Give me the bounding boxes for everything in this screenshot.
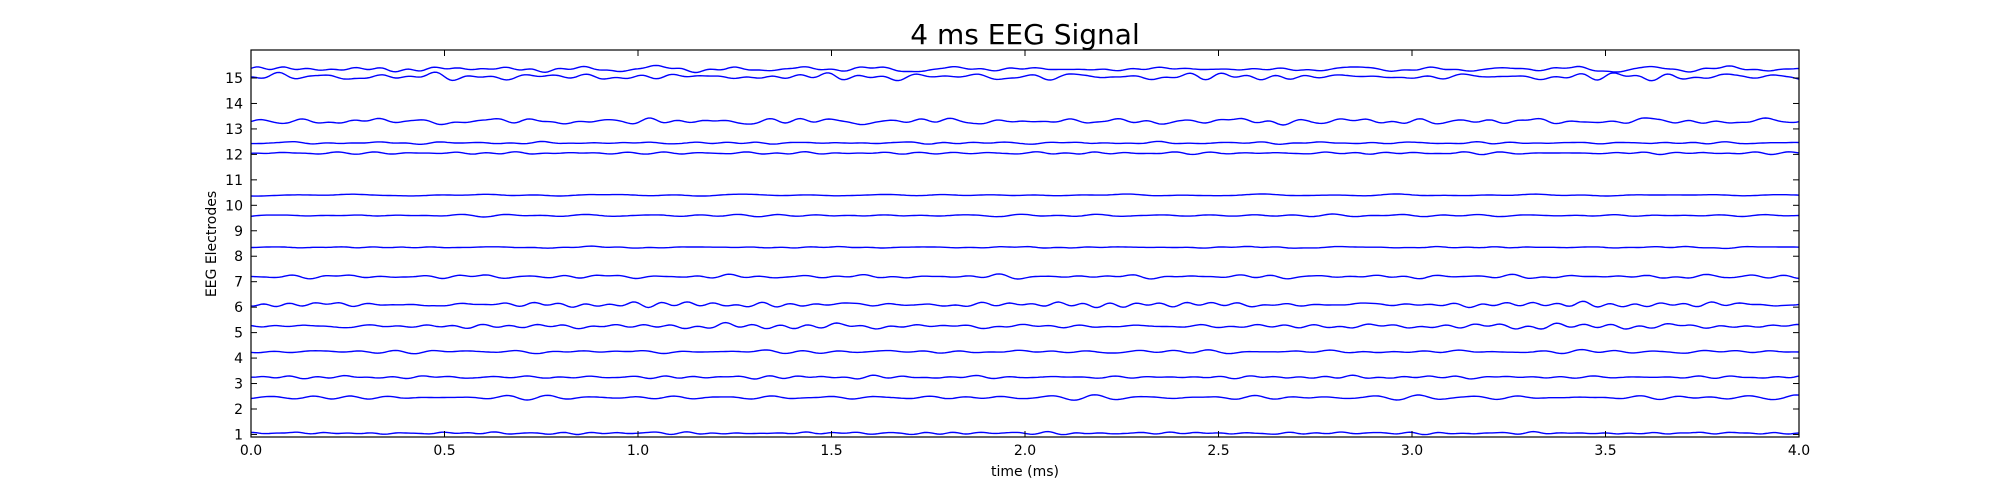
y-tick-label: 5 bbox=[234, 326, 243, 342]
electrode-line-9 bbox=[250, 213, 1800, 218]
electrode-line-13 bbox=[250, 117, 1800, 126]
x-tick-label: 0.5 bbox=[433, 443, 455, 459]
electrode-line-2 bbox=[250, 394, 1800, 401]
y-tick-label: 4 bbox=[234, 351, 243, 367]
y-tick-label: 15 bbox=[225, 71, 243, 87]
y-tick-label: 1 bbox=[234, 427, 243, 443]
y-axis-label: EEG Electrodes bbox=[204, 191, 220, 297]
electrode-line-8 bbox=[251, 245, 1800, 250]
x-tick-label: 2.5 bbox=[1207, 443, 1229, 459]
y-tick-label: 2 bbox=[234, 402, 243, 418]
electrode-line-4 bbox=[250, 348, 1800, 355]
electrode-line-14 bbox=[250, 71, 1800, 82]
electrode-line-6 bbox=[251, 300, 1800, 309]
x-tick-label: 3.0 bbox=[1401, 443, 1423, 459]
y-tick-label: 3 bbox=[234, 377, 243, 393]
signal-lines bbox=[250, 64, 1800, 436]
y-tick-label: 7 bbox=[234, 275, 243, 291]
electrode-line-10 bbox=[250, 193, 1800, 197]
y-tick-label: 10 bbox=[225, 198, 243, 214]
y-tick-label: 8 bbox=[234, 249, 243, 265]
y-tick-label: 12 bbox=[225, 147, 243, 163]
x-tick-label: 2.0 bbox=[1014, 443, 1036, 459]
electrode-line-11 bbox=[250, 150, 1800, 156]
x-axis-ticks: 0.0 0.5 1.0 1.5 2.0 2.5 3.0 3.5 4.0 bbox=[240, 50, 1810, 459]
y-tick-label: 11 bbox=[225, 173, 243, 189]
y-tick-label: 14 bbox=[225, 96, 243, 112]
x-tick-label: 3.5 bbox=[1594, 443, 1616, 459]
electrode-line-5 bbox=[250, 321, 1799, 330]
plot-frame bbox=[250, 49, 1800, 438]
y-tick-label: 13 bbox=[225, 122, 243, 138]
electrode-line-7 bbox=[250, 273, 1800, 280]
electrode-line-15 bbox=[250, 64, 1800, 74]
y-tick-label: 9 bbox=[234, 224, 243, 240]
x-tick-label: 1.5 bbox=[820, 443, 842, 459]
y-tick-label: 6 bbox=[234, 300, 243, 316]
electrode-line-12 bbox=[251, 140, 1800, 146]
chart-title: 4 ms EEG Signal bbox=[910, 18, 1139, 51]
x-axis-label: time (ms) bbox=[991, 464, 1059, 480]
x-tick-label: 0.0 bbox=[240, 443, 262, 459]
electrode-line-3 bbox=[251, 374, 1800, 380]
x-tick-label: 4.0 bbox=[1788, 443, 1810, 459]
x-tick-label: 1.0 bbox=[627, 443, 649, 459]
